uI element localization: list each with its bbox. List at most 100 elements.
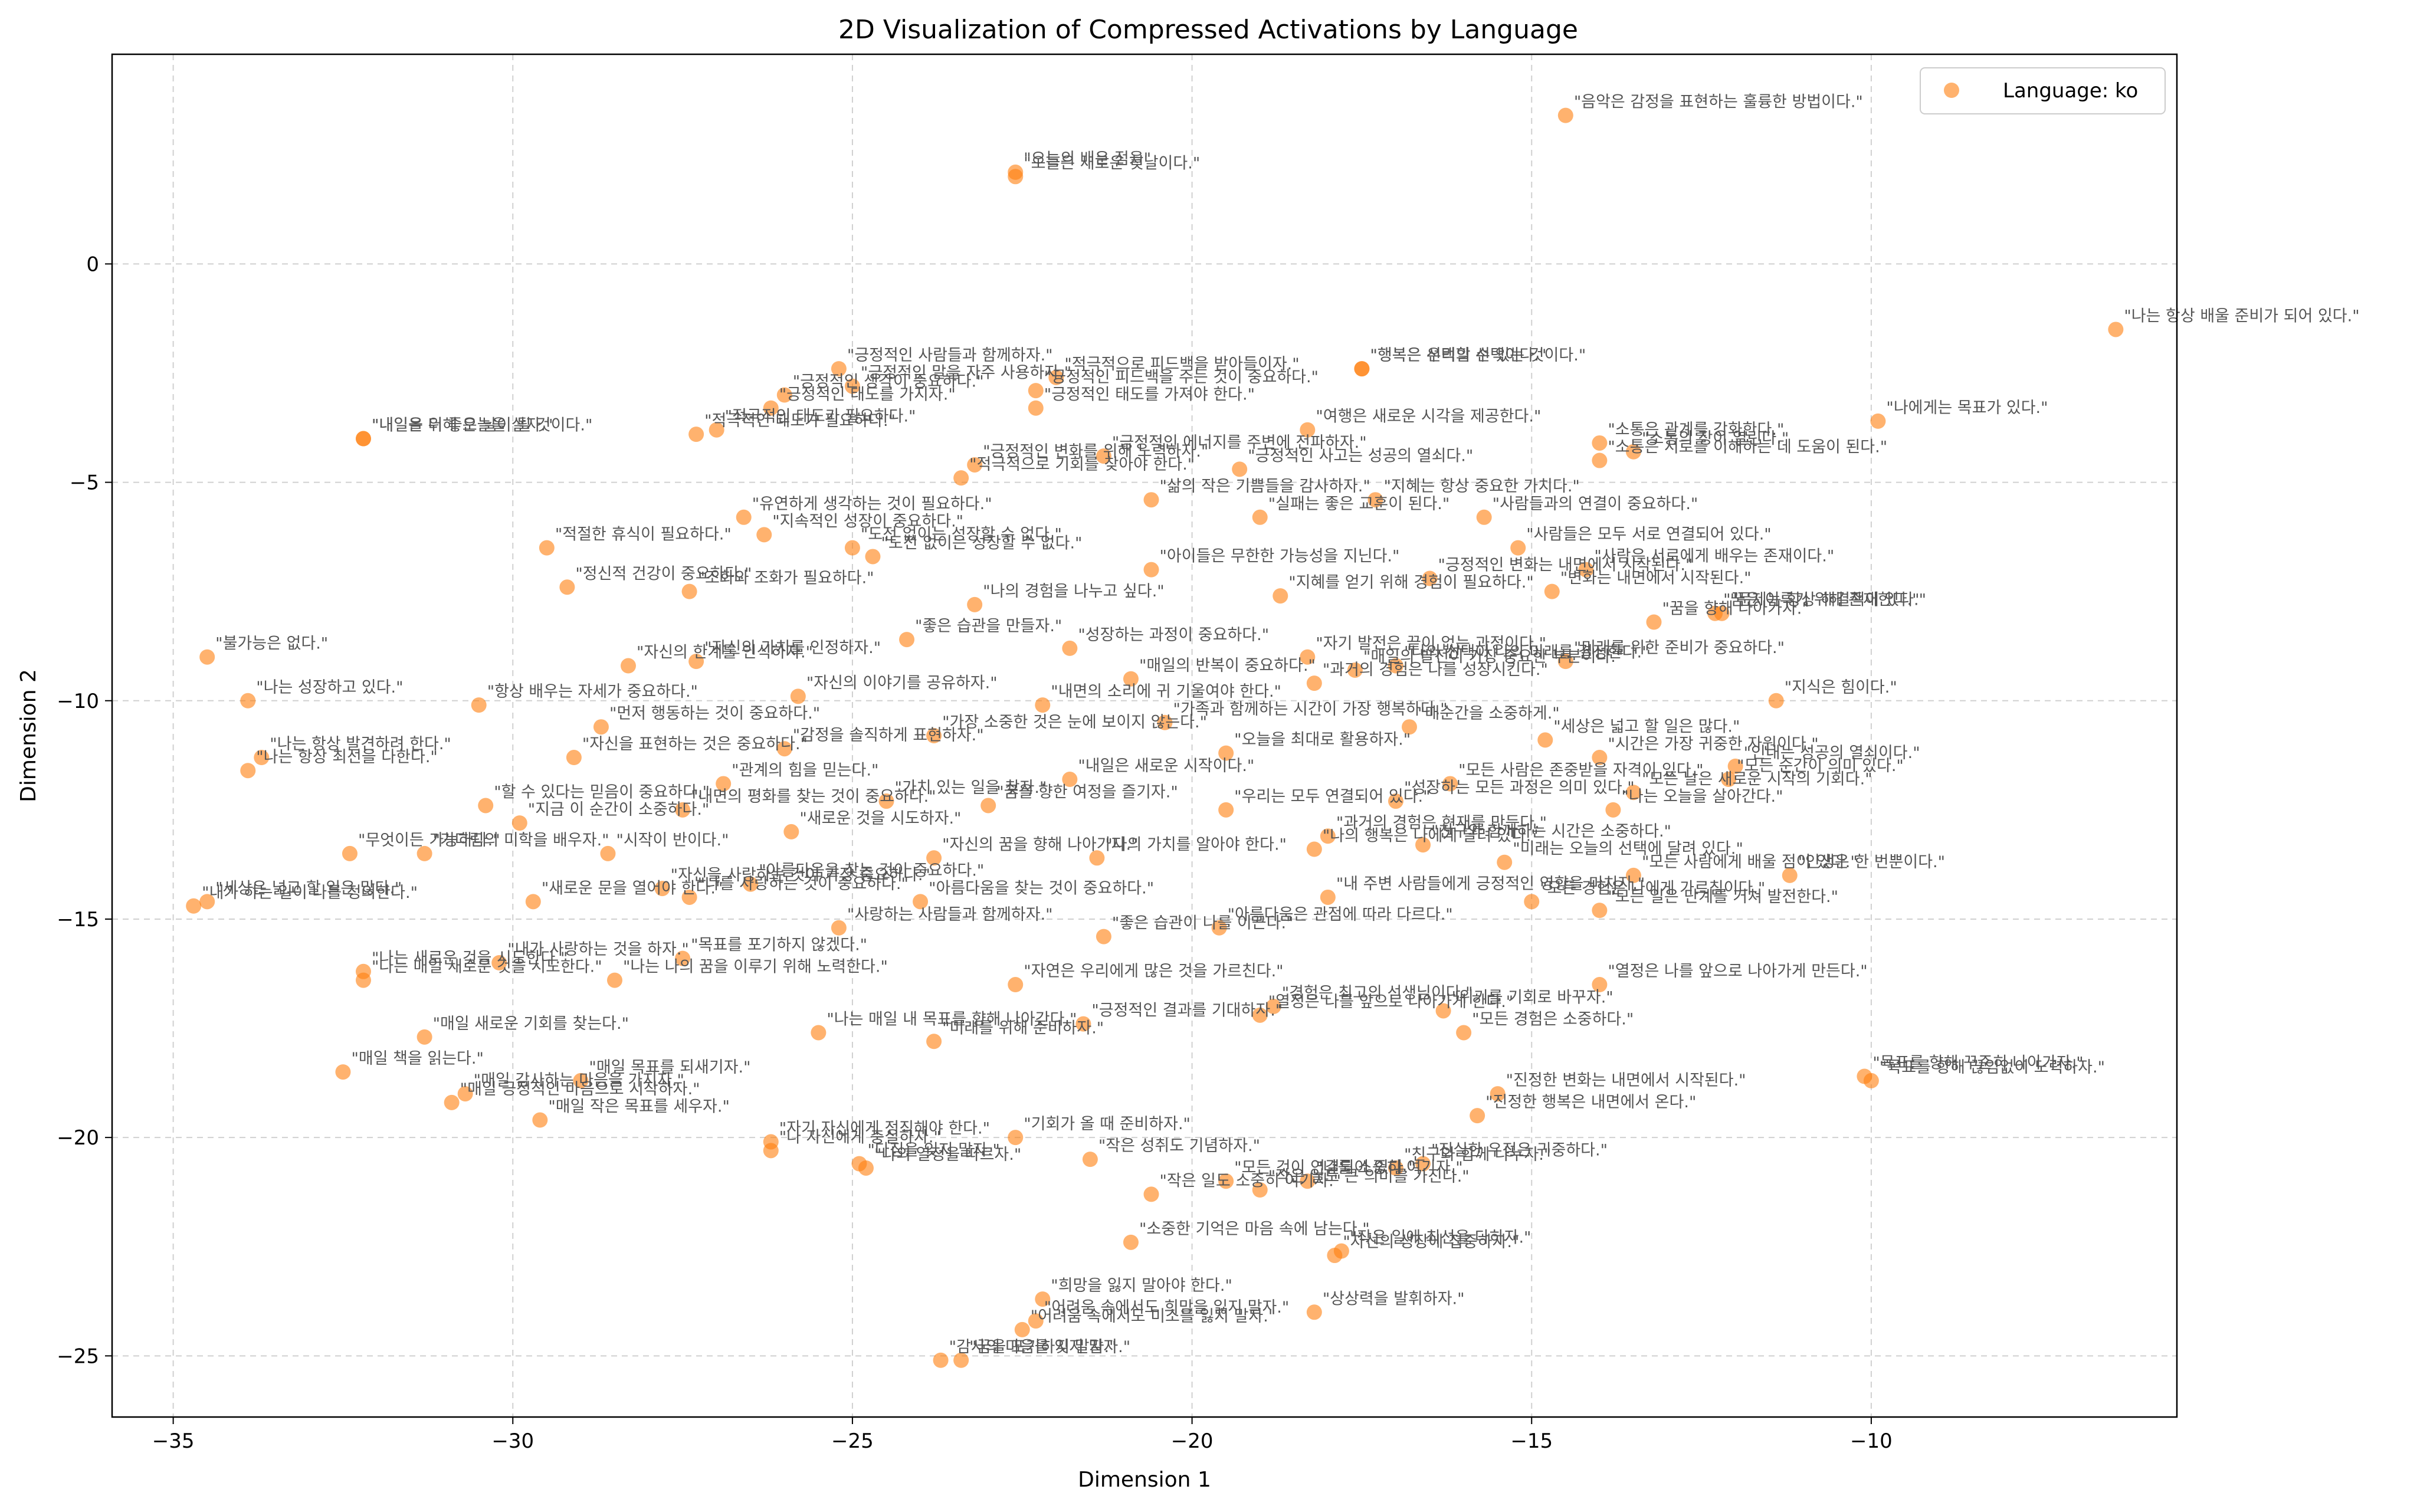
data-point: [1435, 1003, 1451, 1019]
data-point: [716, 776, 732, 792]
data-point: [763, 1143, 779, 1159]
point-label: "모든 일은 단계를 거쳐 발전한다.": [1608, 888, 1838, 906]
point-label: "긍정적인 태도를 가져야 한다.": [1044, 386, 1255, 404]
data-point: [199, 894, 215, 910]
point-labels: "음악은 감정을 표현하는 훌륭한 방법이다." "오늘의 배운 점을""오늘은 …: [202, 93, 2359, 1356]
data-point: [913, 894, 929, 910]
point-label: "긍정적인 결과를 기대하자.": [1091, 1002, 1283, 1020]
legend-box: [1920, 67, 2166, 114]
data-point: [1476, 509, 1492, 525]
data-point: [967, 596, 983, 612]
point-label: "행복은 선택할 수 있는 것이다.": [1370, 346, 1586, 365]
point-label: "나는 새로운 것을 시도한다.": [372, 949, 568, 967]
data-point: [1442, 776, 1458, 792]
point-label: "적극적으로 피드백을 받아들이자.": [1064, 355, 1299, 373]
point-label: "새로운 문을 열어야 한다.": [542, 879, 723, 897]
point-label: "자신의 가치를 인정하자.": [704, 639, 881, 657]
y-tick-label: 0: [86, 252, 99, 276]
point-label: "매일 감사하는 마음을 가지자.": [474, 1071, 684, 1090]
point-label: "사람들은 모두 서로 연결되어 있다.": [1526, 526, 1772, 544]
data-point: [1415, 1156, 1431, 1172]
data-point: [763, 400, 779, 416]
point-label: "소통은 관계를 강화한다.": [1608, 421, 1784, 439]
point-label: "진정한 변화는 내면에서 시작된다.": [1506, 1071, 1746, 1090]
point-label: "나는 항상 최선을 다한다.": [256, 748, 438, 766]
point-label: "기회가 올 때 준비하자.": [1024, 1115, 1191, 1133]
data-point: [1123, 1234, 1139, 1250]
point-label: "매순간을 소중하게.": [1418, 704, 1560, 723]
point-label: "여행은 새로운 시각을 제공한다.": [1316, 408, 1541, 426]
point-label: "자신의 한계를 인식하자.": [637, 644, 813, 662]
data-point: [1782, 867, 1798, 883]
data-point: [1605, 802, 1621, 818]
data-point: [688, 654, 704, 670]
data-point: [1557, 654, 1573, 670]
point-label: "인생은 한 번뿐이다.": [1798, 853, 1945, 871]
point-label: "나를 소중히 여기자.": [1316, 1159, 1462, 1177]
point-label: "아이들은 무한한 가능성을 지닌다.": [1160, 547, 1400, 566]
point-label: "꿈은 이루기 위해 존재한다.": [1723, 591, 1919, 609]
point-label: "오늘을 최대로 활용하자.": [1234, 731, 1411, 749]
point-label: "적극적인 태도가 필요하다.": [725, 408, 916, 426]
data-point: [1062, 640, 1078, 656]
point-label: "가치 있는 일을 찾자.": [895, 779, 1047, 797]
data-point: [1306, 675, 1322, 691]
grid-lines: [112, 54, 2177, 1417]
point-label: "자신의 성장에 집중하자.": [1343, 1233, 1519, 1251]
y-tick-label: −20: [57, 1126, 99, 1150]
point-label: "매일 작은 목표를 세우자.": [548, 1098, 730, 1116]
point-label: "세상은 넓고 할 일은 많다.": [215, 879, 402, 897]
data-point: [1625, 867, 1641, 883]
point-label: "매일 목표를 되새기자.": [589, 1058, 750, 1077]
point-label: "모든 사람에게 배울 점이 있다.": [1642, 853, 1858, 871]
data-point: [811, 1025, 827, 1041]
point-label: "자신의 이야기를 공유하자.": [806, 674, 998, 692]
data-point: [1075, 1016, 1091, 1032]
point-label: "내가 사랑하는 것을 하자.": [507, 940, 689, 959]
data-point: [654, 881, 670, 897]
point-label: "성장하는 모든 과정은 의미 있다.": [1404, 779, 1635, 797]
data-point: [783, 824, 799, 839]
point-label: "소통은 서로를 이해하는 데 도움이 된다.": [1608, 438, 1887, 457]
point-label: "긍정적인 에너지를 주변에 전파하자.": [1112, 434, 1367, 452]
data-point: [566, 750, 582, 766]
data-point: [1008, 1130, 1024, 1146]
data-point: [709, 422, 724, 438]
data-point: [1714, 605, 1730, 621]
data-point: [688, 427, 704, 442]
data-point: [199, 649, 215, 665]
point-label: "미래는 오늘의 선택에 달려 있다.": [1513, 840, 1743, 858]
data-point: [1028, 383, 1044, 399]
data-point: [1143, 562, 1159, 578]
data-point: [621, 658, 636, 674]
point-label: "지혜는 항상 중요한 가치다.": [1383, 477, 1579, 496]
point-label: "나는 성장하고 있다.": [256, 678, 403, 697]
point-label: "사랑하는 사람들과 함께하자.": [847, 906, 1053, 924]
point-label: "인내는 성공의 열쇠이다.": [1744, 744, 1920, 762]
point-label: "꿈을 향해 나아가자.": [1662, 600, 1809, 618]
data-point: [1035, 697, 1051, 713]
point-label: "나는 매일 내 목표를 향해 나아간다.": [827, 1010, 1077, 1028]
point-label: "조화와 조화가 필요하다.": [698, 569, 874, 588]
data-point: [417, 1029, 432, 1045]
x-tick-label: −25: [831, 1429, 874, 1453]
point-label: "매일의 발전이 가장 중요한 부분이다.": [1363, 648, 1623, 666]
point-label: "과거의 경험은 나를 성장시킨다.": [1323, 661, 1548, 679]
data-point: [776, 741, 792, 757]
point-label: "문제는 항상 해결책이 있다.": [1730, 591, 1926, 609]
data-point: [1557, 107, 1573, 123]
data-point: [525, 894, 541, 910]
data-point: [1367, 492, 1383, 508]
point-label: "나는 항상 발견하려 한다.": [270, 735, 451, 753]
y-tick-label: −15: [57, 908, 99, 932]
point-label: "변화는 내면에서 시작된다.": [1560, 569, 1752, 588]
point-label: "나는 나의 꿈을 이루기 위해 노력한다.": [623, 958, 888, 976]
data-point: [1300, 1173, 1316, 1189]
data-point: [1028, 400, 1044, 416]
data-point: [1062, 772, 1078, 788]
data-point: [831, 920, 847, 936]
data-point: [1537, 732, 1553, 748]
point-label: "나의 가치를 알아야 한다.": [1105, 835, 1287, 854]
point-label: "작은 일도 소중히 여기자.": [1160, 1172, 1342, 1190]
data-point: [865, 549, 881, 565]
